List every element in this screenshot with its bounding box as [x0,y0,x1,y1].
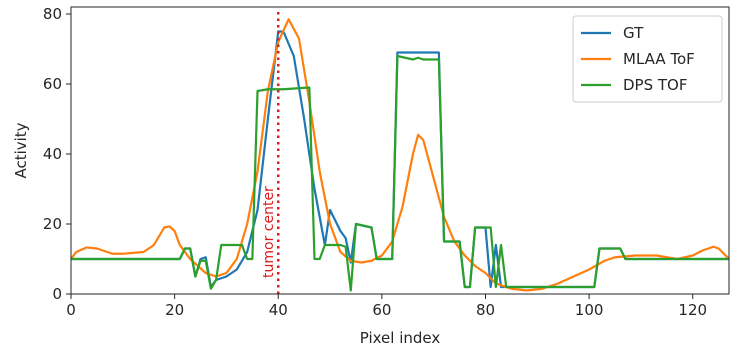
x-tick-label: 40 [269,301,288,319]
x-tick-label: 80 [476,301,495,319]
y-axis-label: Activity [12,122,30,178]
y-tick-label: 0 [52,285,62,303]
y-tick-label: 80 [43,5,62,23]
series-line-3 [71,54,729,292]
x-tick-label: 120 [678,301,707,319]
legend-box [572,15,723,103]
x-axis-label: Pixel index [360,329,441,347]
series-lines [71,18,729,292]
y-tick-label: 60 [43,75,62,93]
x-tick-label: 60 [372,301,391,319]
legend: GT MLAA ToF DPS TOF [572,15,723,103]
series-line-2 [71,18,729,292]
tumor-center-label: tumor center [261,186,277,278]
series-line-1 [71,30,729,289]
x-tick-label: 20 [165,301,184,319]
x-axis-ticks: 0 20 40 60 80 100 120 [66,294,707,319]
y-tick-label: 20 [43,215,62,233]
legend-label: DPS TOF [623,76,687,94]
x-tick-label: 100 [575,301,604,319]
x-tick-label: 0 [66,301,76,319]
y-tick-label: 40 [43,145,62,163]
y-axis-ticks: 0 20 40 60 80 [43,5,71,303]
plot-frame [70,6,730,295]
legend-label: GT [623,24,644,42]
legend-label: MLAA ToF [623,50,695,68]
